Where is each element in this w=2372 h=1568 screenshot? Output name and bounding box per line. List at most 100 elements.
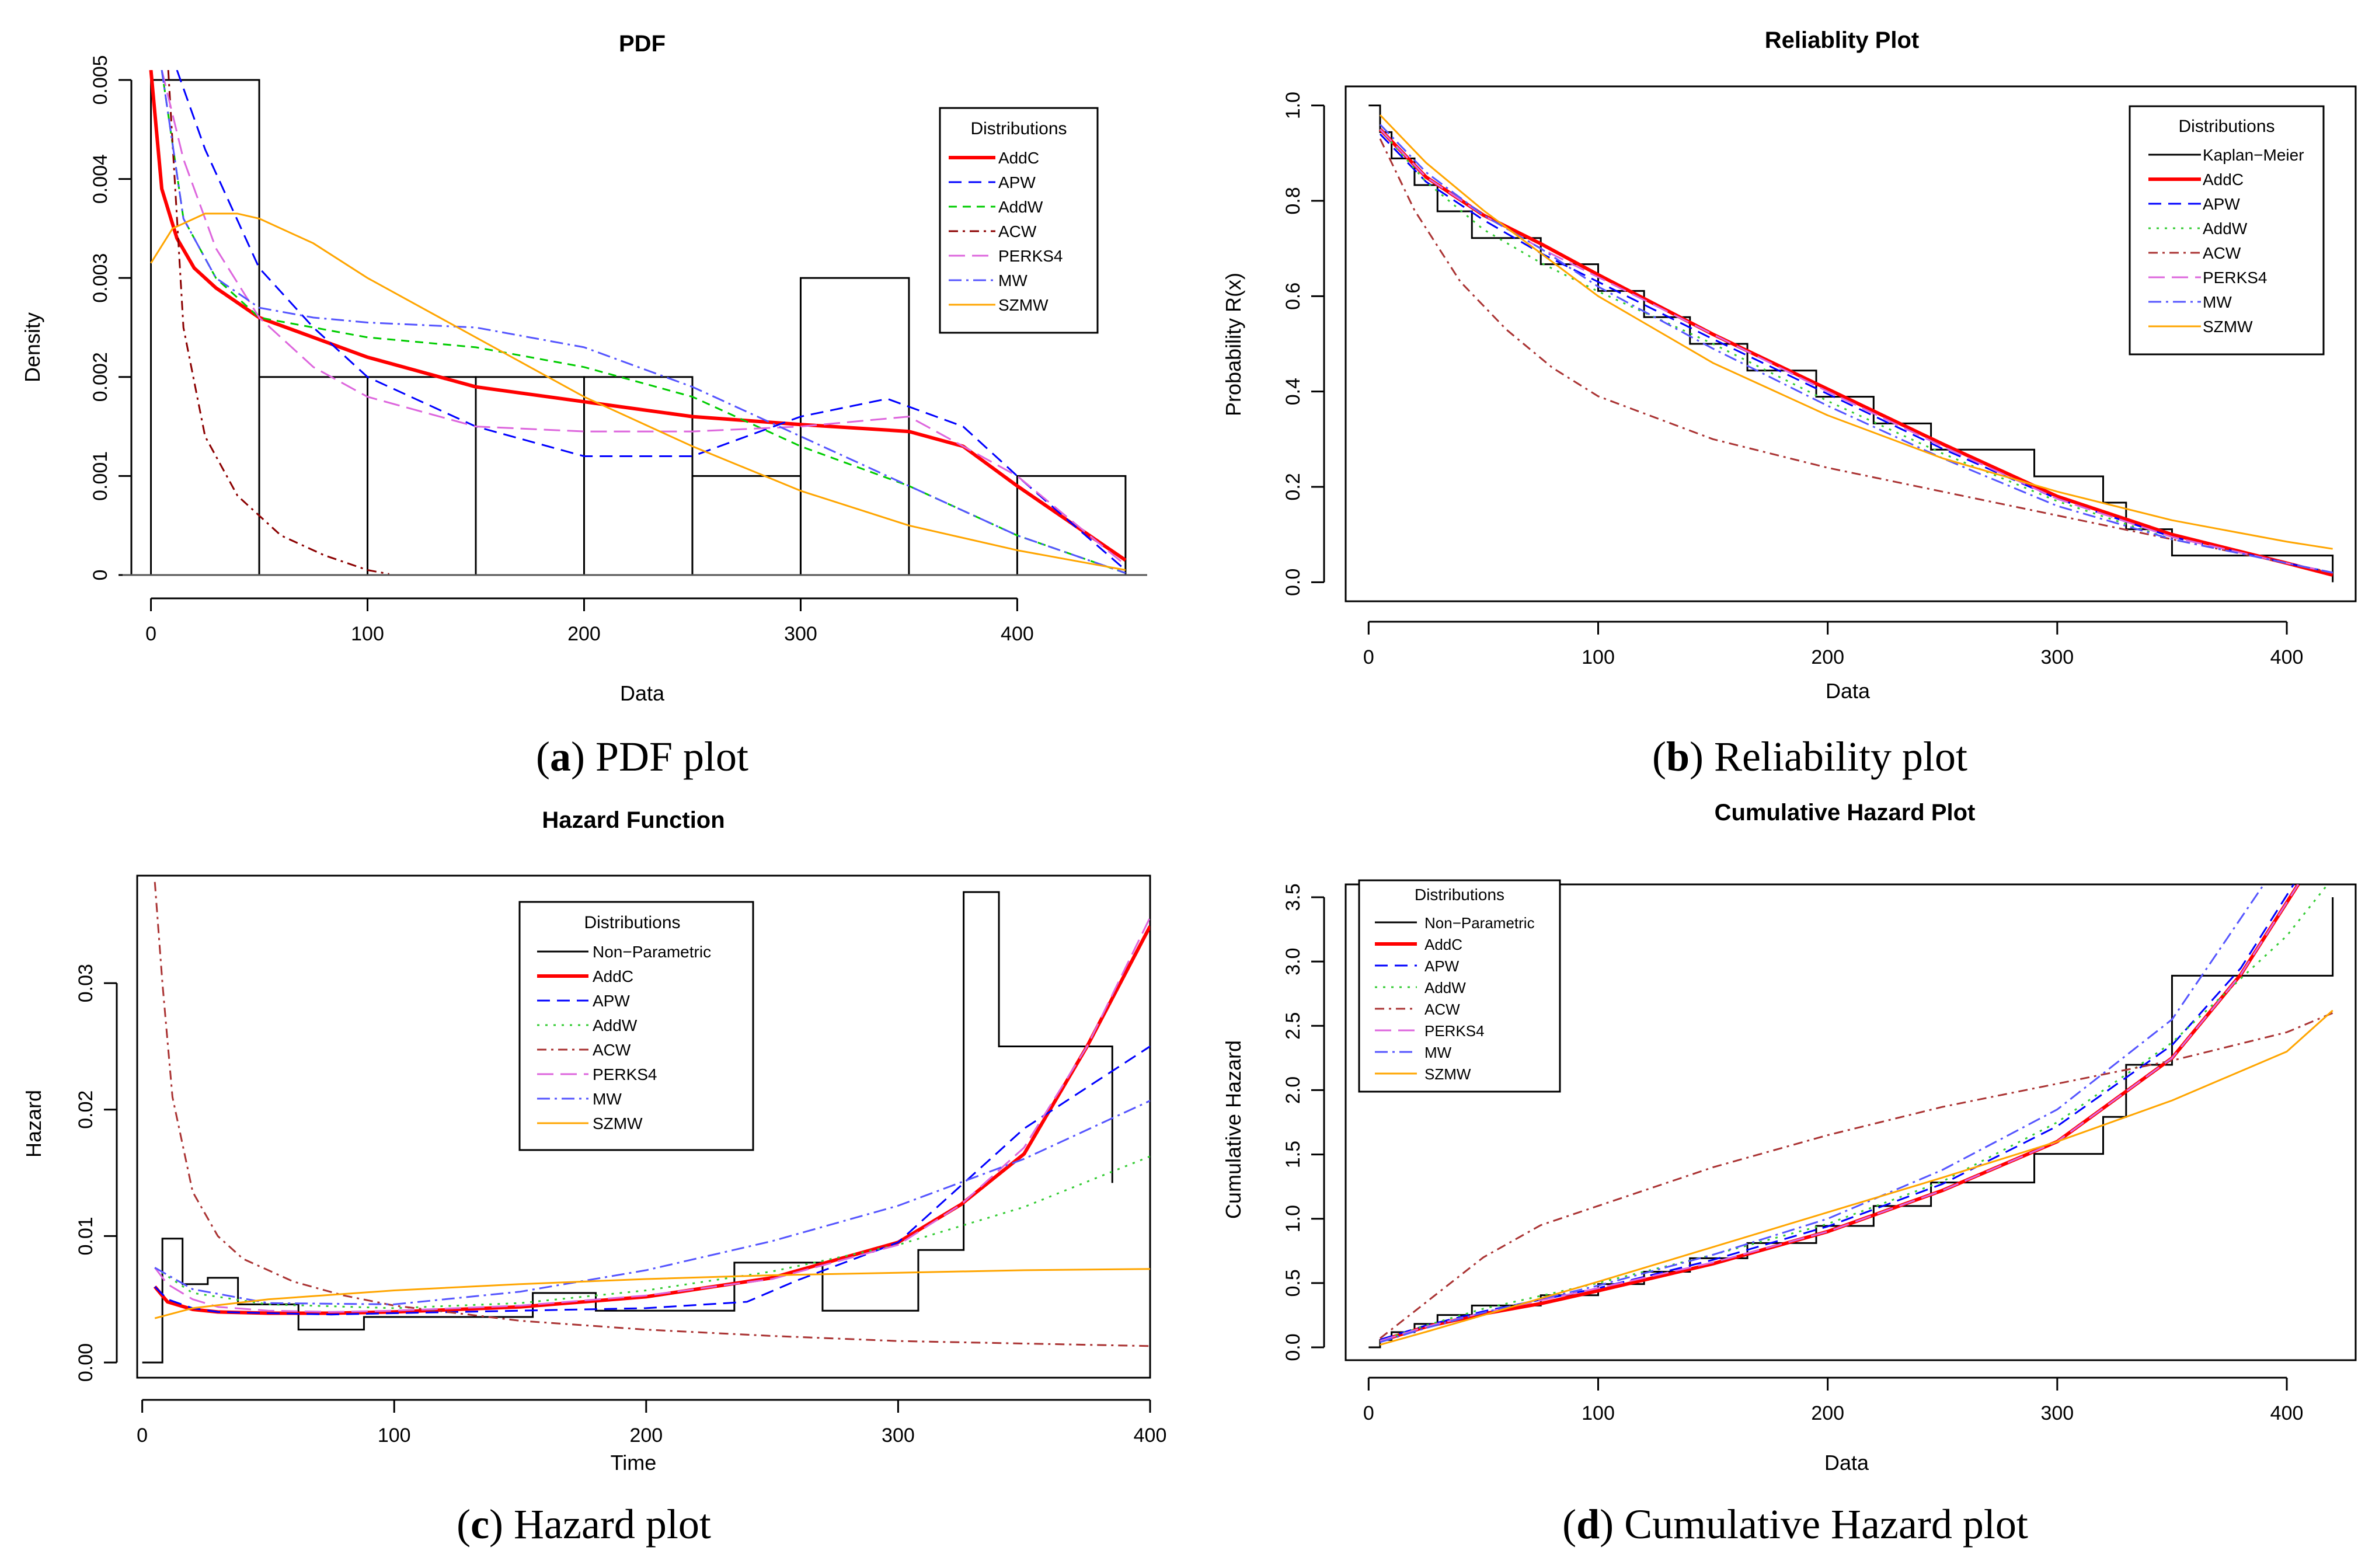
cumulative-hazard-y-tick-label: 0.0 [1282, 1333, 1304, 1361]
hazard-plot-legend: Distributions Non−Parametric AddC APW AddW A… [518, 901, 754, 1151]
pdf-x-tick-label: 300 [784, 623, 817, 645]
reliability-x-axis: 0 100 200 300 400 [1363, 621, 2303, 668]
hazard-x-axis: 0 100 200 300 400 [137, 1399, 1166, 1447]
cumulative-hazard-plot-caption: (d) Cumulative Hazard plot [1562, 1501, 2028, 1548]
reliability-legend-rows: Kaplan−Meier AddC APW AddW ACW PERKS4 MW SZMW [2148, 146, 2304, 336]
series-perks4 [161, 70, 1126, 566]
reliability-y-tick-label: 0.8 [1282, 187, 1304, 214]
series-addw [1379, 128, 2333, 574]
cumulative-hazard-plot-area: 0 100 200 300 400 0.0 0.5 1.0 1.5 2.0 2.5 3.0 3.5 [1282, 883, 2357, 1424]
legend-label-szmw: SZMW [998, 296, 1049, 314]
reliability-x-tick-label: 200 [1811, 646, 1844, 668]
reliability-x-tick-label: 100 [1582, 646, 1615, 668]
legend-label-mw: MW [593, 1090, 622, 1108]
histogram-bar [583, 376, 694, 575]
series-apw [176, 70, 1126, 571]
series-apw [154, 1046, 1150, 1316]
pdf-plot-area: 0 100 200 300 400 0 0.001 0.002 0.003 0.004 0.005 [89, 55, 1147, 645]
pdf-plot-title: PDF [619, 31, 666, 57]
cumulative-hazard-legend-title: Distributions [1415, 886, 1504, 904]
pdf-y-tick-label: 0.004 [89, 154, 112, 204]
legend-label-addw: AddW [2203, 219, 2248, 238]
legend-label-addc: AddC [998, 149, 1039, 167]
series-szmw [1379, 114, 2333, 550]
cumulative-hazard-x-tick-label: 0 [1363, 1402, 1374, 1424]
hazard-plot-area: 0 100 200 300 400 0.00 0.01 0.02 0.03 [75, 874, 1166, 1447]
reliability-y-tick-label: 1.0 [1282, 92, 1304, 119]
pdf-legend-title: Distributions [970, 119, 1067, 138]
pdf-y-tick-label: 0 [89, 570, 112, 581]
series-addc [153, 925, 1150, 1315]
pdf-caption-text: PDF plot [585, 733, 748, 780]
legend-label-addc: AddC [593, 967, 633, 985]
hazard-marks [142, 881, 1150, 1364]
legend-label-perks4: PERKS4 [998, 247, 1063, 265]
reliability-legend-box [2129, 105, 2325, 356]
series-szmw [150, 212, 1126, 571]
hazard-plot-xlabel: Time [611, 1451, 657, 1475]
cumulative-hazard-legend-box [1358, 879, 1561, 1093]
hazard-y-tick-label: 0.03 [75, 964, 97, 1002]
hazard-legend-rows: Non−Parametric AddC APW AddW ACW PERKS4 MW SZMW [537, 943, 711, 1133]
pdf-x-tick-label: 100 [351, 623, 384, 645]
pdf-plot-legend: Distributions AddC APW AddW ACW PERKS4 MW SZMW [939, 107, 1099, 334]
reliability-y-tick-label: 0.2 [1282, 473, 1304, 500]
pdf-x-tick-label: 0 [145, 623, 156, 645]
cumulative-hazard-x-tick-label: 200 [1811, 1402, 1844, 1424]
series-mw [1379, 124, 2333, 574]
pdf-legend-rows: AddC APW AddW ACW PERKS4 MW SZMW [949, 149, 1063, 314]
cumulative-hazard-x-tick-label: 400 [2270, 1402, 2304, 1424]
legend-label-perks4: PERKS4 [1424, 1022, 1485, 1040]
hazard-plot-caption: (c) Hazard plot [457, 1501, 711, 1548]
series-perks4 [154, 917, 1150, 1313]
cumulative-hazard-x-axis: 0 100 200 300 400 [1363, 1377, 2304, 1424]
legend-label-perks4: PERKS4 [2203, 269, 2267, 287]
pdf-x-tick-label: 400 [1001, 623, 1034, 645]
pdf-plot-xlabel: Data [620, 681, 665, 705]
series-szmw [1380, 1009, 2333, 1346]
series-apw [1380, 884, 2295, 1341]
legend-label-apw: APW [593, 992, 630, 1010]
cumulative-hazard-caption-text: Cumulative Hazard plot [1614, 1501, 2028, 1548]
reliability-plot-area: 0 100 200 300 400 0.0 0.2 0.4 0.6 0.8 1.0 [1282, 85, 2357, 668]
pdf-marks [149, 70, 1127, 575]
pdf-y-tick-label: 0.002 [89, 352, 112, 402]
reliability-x-tick-label: 0 [1363, 646, 1374, 668]
pdf-plot-caption: (a) PDF plot [536, 733, 748, 780]
legend-label-kaplan-meier: Kaplan−Meier [2203, 146, 2304, 164]
reliability-plot-caption: (b) Reliability plot [1652, 733, 1967, 780]
histogram-bar [691, 475, 802, 575]
legend-label-apw: APW [1424, 957, 1460, 975]
hazard-legend-box [518, 901, 754, 1151]
cumulative-hazard-plot-panel: Cumulative Hazard Plot Data Cumulative H… [1221, 800, 2357, 1548]
reliability-plot-ylabel: Probability R(x) [1221, 273, 1245, 416]
pdf-x-axis: 0 100 200 300 400 [145, 597, 1034, 645]
hazard-y-axis: 0.00 0.01 0.02 0.03 [75, 964, 118, 1382]
reliability-plot-title: Reliablity Plot [1765, 27, 1920, 53]
pdf-caption-letter: a [550, 733, 571, 780]
cumulative-hazard-marks [1368, 884, 2334, 1349]
cumulative-hazard-legend-rows: Non−Parametric AddC APW AddW ACW PERKS4 MW SZMW [1375, 914, 1535, 1083]
legend-label-mw: MW [998, 271, 1027, 290]
series-addw [161, 70, 1126, 574]
reliability-caption-text: Reliability plot [1704, 733, 1967, 780]
histogram-bar [150, 79, 260, 575]
series-acw [154, 881, 1150, 1347]
reliability-y-tick-label: 0.4 [1282, 378, 1304, 405]
hazard-legend-title: Distributions [584, 913, 680, 932]
pdf-y-axis: 0 0.001 0.002 0.003 0.004 0.005 [89, 55, 133, 581]
cumulative-hazard-plot-title: Cumulative Hazard Plot [1715, 800, 1976, 825]
pdf-x-tick-label: 200 [567, 623, 601, 645]
reliability-plot-panel: Reliablity Plot Data Probability R(x) 0 1… [1221, 27, 2357, 780]
pdf-plot-ylabel: Density [20, 312, 44, 382]
series-addc [149, 70, 1127, 562]
legend-label-acw: ACW [1424, 1001, 1460, 1018]
series-szmw [154, 1268, 1150, 1319]
cumulative-hazard-x-tick-label: 300 [2040, 1402, 2074, 1424]
hazard-x-tick-label: 0 [137, 1424, 148, 1447]
legend-label-non-parametric: Non−Parametric [593, 943, 711, 961]
reliability-caption-letter: b [1666, 733, 1690, 780]
cumulative-hazard-y-tick-label: 1.0 [1282, 1205, 1304, 1232]
hazard-x-tick-label: 200 [629, 1424, 663, 1447]
pdf-y-tick-label: 0.001 [89, 451, 112, 501]
